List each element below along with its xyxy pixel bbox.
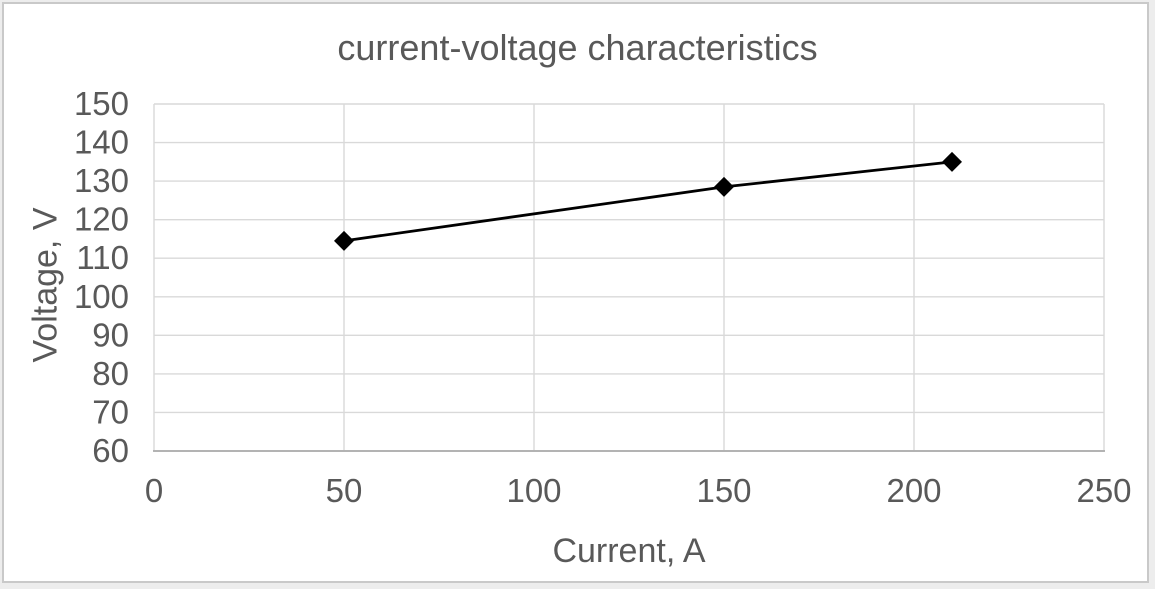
y-tick-label: 80 [92, 355, 129, 392]
y-tick-label: 70 [92, 393, 129, 430]
x-tick-label: 100 [506, 472, 561, 509]
x-tick-label: 250 [1076, 472, 1131, 509]
y-tick-label: 100 [74, 278, 129, 315]
x-tick-label: 50 [326, 472, 363, 509]
y-tick-label: 140 [74, 124, 129, 161]
y-tick-label: 130 [74, 162, 129, 199]
y-tick-label: 110 [76, 239, 129, 276]
series-line [343, 160, 953, 243]
data-point-marker [334, 230, 354, 251]
chart-title: current-voltage characteristics [337, 27, 818, 68]
x-tick-label: 200 [886, 472, 941, 509]
chart-frame[interactable] [2, 2, 1149, 583]
y-tick-label: 60 [92, 432, 129, 469]
y-tick-label: 90 [92, 316, 129, 353]
x-tick-label: 0 [145, 472, 163, 509]
x-axis-title: Current, A [552, 532, 706, 570]
y-tick-label: 120 [74, 201, 129, 238]
data-point-marker [714, 176, 734, 197]
x-tick-label: 150 [696, 472, 751, 509]
data-point-marker [942, 151, 962, 172]
y-tick-label: 150 [74, 85, 129, 122]
